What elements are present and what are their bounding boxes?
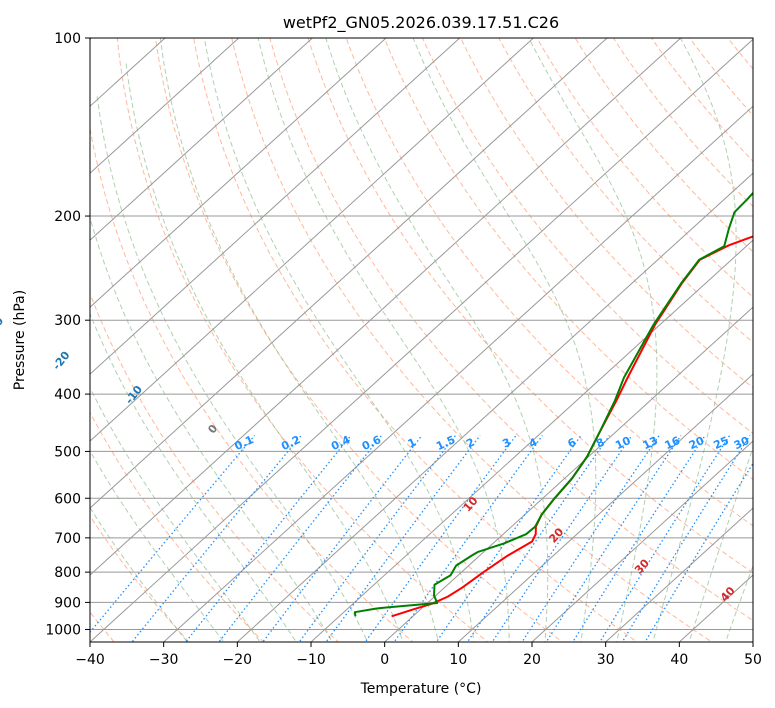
mixing-ratio-line <box>466 435 610 642</box>
mixing-ratio-label: 25 <box>711 434 730 452</box>
mixing-ratio-line <box>325 435 481 642</box>
mixing-ratio-label: 20 <box>687 434 707 452</box>
y-tick-label: 900 <box>54 595 81 611</box>
dry-adiabat-line <box>383 38 753 481</box>
moist-adiabat-line <box>688 445 753 642</box>
isotherm-line <box>90 38 608 509</box>
dry-adiabat-line <box>612 38 753 208</box>
y-tick-label: 500 <box>54 444 81 460</box>
dry-adiabat-line <box>90 515 190 642</box>
moist-adiabat-line <box>90 506 188 642</box>
dry-adiabat-line <box>193 38 638 642</box>
mixing-ratio-line <box>131 435 302 642</box>
plot-frame <box>89 37 754 643</box>
y-tick-label: 800 <box>54 565 81 581</box>
dry-adiabat-line <box>116 38 489 642</box>
moist-adiabat-line <box>96 95 369 642</box>
x-tick-label: 10 <box>449 652 467 668</box>
dry-adiabat-line <box>574 38 753 253</box>
y-tick-label: 600 <box>54 491 81 507</box>
mixing-ratio-line <box>644 462 753 642</box>
moist-adiabat-line <box>325 38 549 642</box>
dry-adiabat-line <box>650 38 753 162</box>
mixing-ratio-line <box>298 435 456 642</box>
isotherm-line <box>90 38 461 375</box>
x-tick-label: −10 <box>296 652 326 668</box>
mixing-ratio-line <box>599 435 731 642</box>
y-tick-label: 300 <box>54 313 81 329</box>
mixing-ratio-line <box>184 435 352 642</box>
isotherm-line <box>383 306 753 642</box>
isotherm-line <box>90 38 314 241</box>
x-tick-label: 50 <box>744 652 762 668</box>
background-lines <box>90 38 753 642</box>
mixing-ratio-label: 13 <box>641 434 660 452</box>
dry-adiabat-line <box>90 411 265 642</box>
isotherm-line <box>236 172 753 642</box>
isotherm-line <box>90 38 682 576</box>
moist-adiabat-line <box>90 215 333 642</box>
dry-adiabat-label: -30 <box>0 314 6 338</box>
mixing-ratio-line <box>435 435 582 642</box>
x-tick-label: −30 <box>149 652 179 668</box>
mixing-ratio-line <box>90 435 256 634</box>
dry-adiabat-line <box>345 38 753 527</box>
y-tick-label: 100 <box>54 31 81 47</box>
isotherm-line <box>162 105 753 642</box>
y-tick-label: 700 <box>54 531 81 547</box>
dry-adiabat-line <box>498 38 753 344</box>
moist-adiabat-line <box>125 62 404 642</box>
isotherm-line <box>90 38 535 442</box>
isotherm-line <box>457 373 753 642</box>
line-labels: 0.10.20.40.611.523468101316202530-100-90… <box>0 314 752 604</box>
mixing-ratio-label: 30 <box>732 434 752 452</box>
mixing-ratio-line <box>393 435 543 642</box>
moist-adiabat-line <box>412 38 597 642</box>
dry-adiabat-line <box>231 38 713 642</box>
isotherm-line <box>90 38 753 642</box>
isotherm-line <box>604 507 753 642</box>
x-tick-label: −40 <box>75 652 105 668</box>
x-tick-label: 20 <box>523 652 541 668</box>
dry-adiabat-line <box>536 38 753 298</box>
x-axis-ticks: −40 −30 −20 −10 0 10 20 30 40 50 <box>75 642 762 668</box>
moist-adiabat-line <box>90 449 225 642</box>
dewpoint-profile-line <box>353 191 753 617</box>
mixing-ratio-label: 16 <box>663 434 683 452</box>
dry-adiabat-line <box>422 38 753 435</box>
moist-adiabat-line <box>90 386 261 642</box>
isotherm-line <box>90 38 387 308</box>
mixing-ratio-label: 10 <box>613 434 633 452</box>
isotherm-line <box>531 440 753 642</box>
y-axis-title: Pressure (hPa) <box>12 290 28 390</box>
isotherm-line <box>90 38 240 174</box>
x-tick-label: 30 <box>597 652 615 668</box>
profile-lines <box>353 191 753 618</box>
moist-adiabat-line <box>90 312 297 642</box>
x-tick-label: 40 <box>670 652 688 668</box>
dry-adiabat-line <box>460 38 753 389</box>
mixing-ratio-line <box>621 435 751 642</box>
dry-adiabat-line <box>90 125 414 642</box>
y-tick-label: 400 <box>54 387 81 403</box>
chart-title: wetPf2_GN05.2026.039.17.51.C26 <box>283 13 559 33</box>
moist-adiabat-line <box>257 38 510 642</box>
mixing-ratio-line <box>572 435 706 642</box>
mixing-ratio-line <box>545 435 682 642</box>
x-tick-label: 0 <box>380 652 389 668</box>
y-tick-label: 1000 <box>45 622 81 638</box>
y-axis-ticks: 100 200 300 400 500 600 700 800 900 1000 <box>45 31 90 638</box>
y-tick-label: 200 <box>54 209 81 225</box>
mixing-ratio-line <box>261 435 423 642</box>
moist-adiabat-line <box>528 38 658 642</box>
mixing-ratio-line <box>364 435 517 642</box>
x-axis-title: Temperature (°C) <box>360 681 482 697</box>
moist-adiabat-line <box>203 38 475 642</box>
x-tick-label: −20 <box>223 652 253 668</box>
